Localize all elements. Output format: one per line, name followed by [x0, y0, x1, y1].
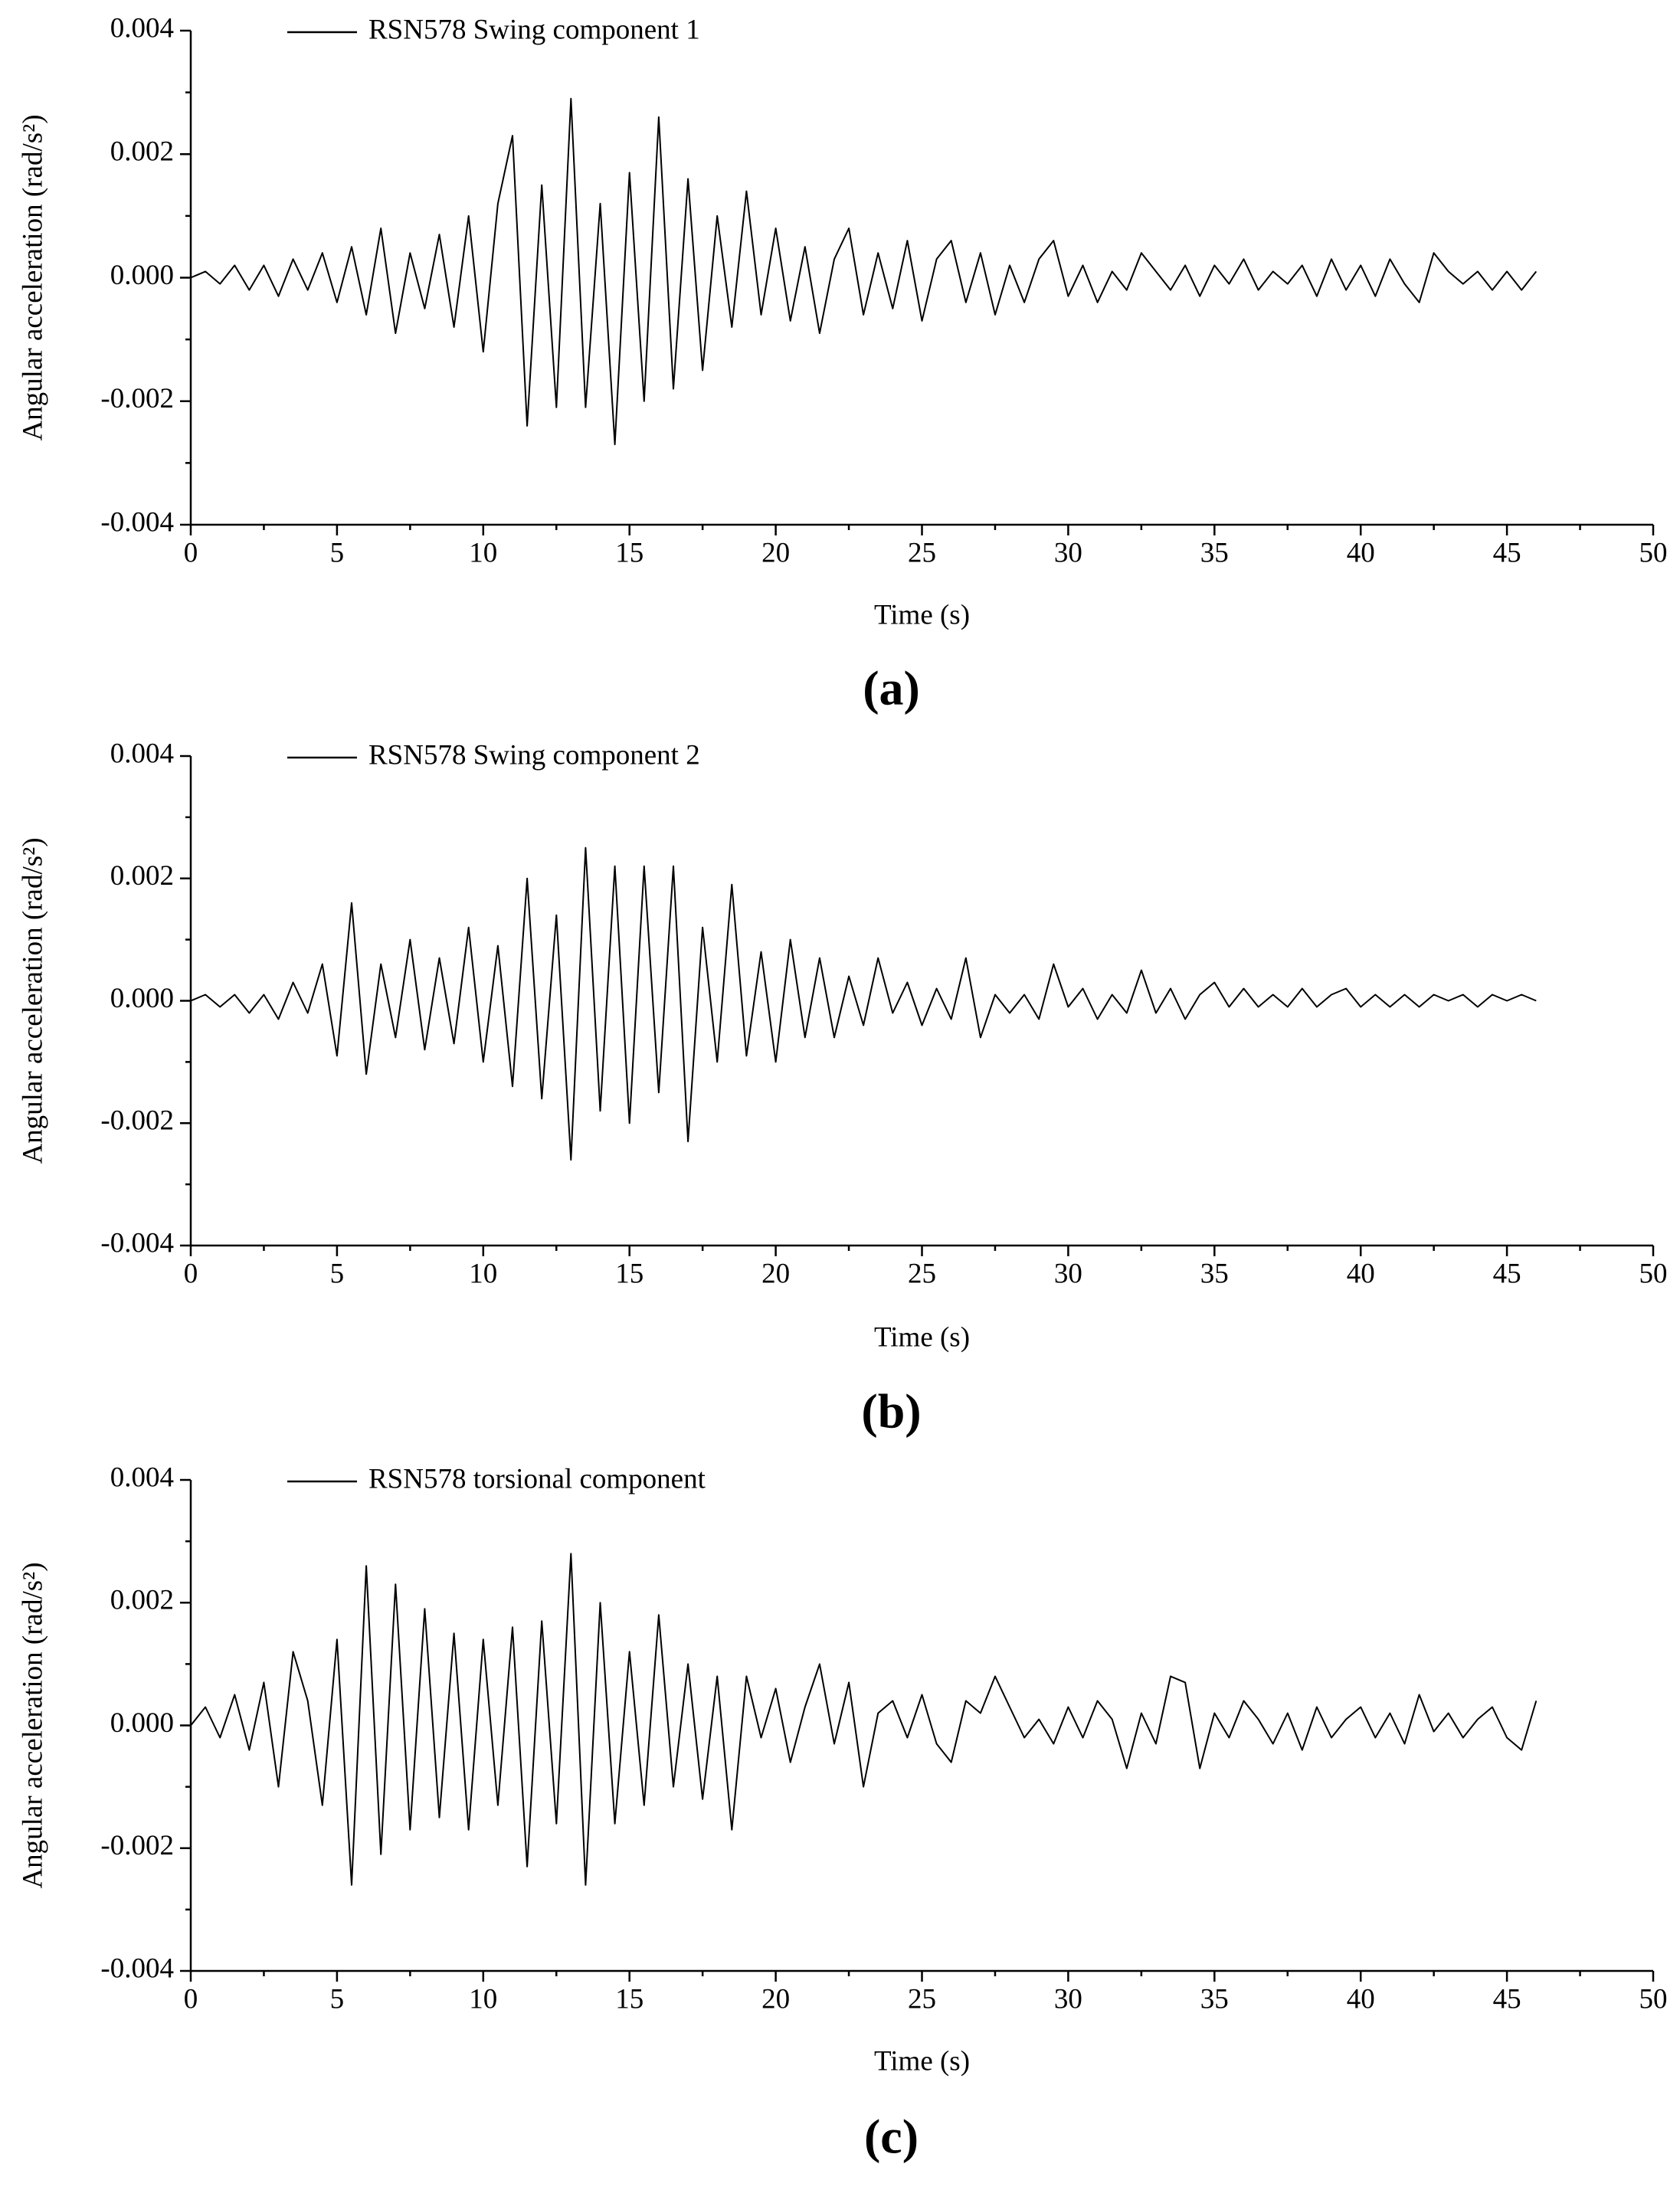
x-tick-label: 25	[908, 1983, 936, 2015]
x-tick-label: 40	[1347, 537, 1375, 568]
x-tick-label: 0	[184, 1258, 198, 1289]
x-tick-label: 0	[184, 1983, 198, 2015]
x-tick-label: 15	[615, 1258, 644, 1289]
x-tick-label: 5	[330, 1258, 345, 1289]
y-tick-label: -0.002	[100, 383, 174, 414]
x-tick-label: 30	[1054, 537, 1082, 568]
legend-label: RSN578 Swing component 2	[368, 739, 700, 771]
x-axis-label: Time (s)	[874, 599, 970, 630]
x-tick-label: 50	[1639, 1983, 1668, 2015]
x-tick-label: 35	[1200, 1983, 1229, 2015]
y-tick-label: -0.002	[100, 1105, 174, 1137]
x-tick-label: 50	[1639, 1258, 1668, 1289]
x-tick-label: 40	[1347, 1983, 1375, 2015]
y-tick-label: 0.004	[110, 738, 174, 769]
x-tick-label: 10	[469, 1258, 497, 1289]
y-tick-label: -0.002	[100, 1830, 174, 1861]
y-tick-label: -0.004	[100, 1953, 174, 1984]
x-tick-label: 30	[1054, 1258, 1082, 1289]
x-tick-label: 45	[1493, 537, 1521, 568]
y-tick-label: 0.000	[110, 983, 174, 1014]
x-tick-label: 20	[761, 1258, 790, 1289]
x-tick-label: 20	[761, 1983, 790, 2015]
chart-panel: -0.004 -0.002 0.000 0.002 0.004 0 5 10 15 20 25 30 3…	[17, 738, 1667, 1438]
x-tick-label: 45	[1493, 1258, 1521, 1289]
legend-label: RSN578 torsional component	[368, 1463, 706, 1494]
series-line	[190, 97, 1538, 446]
y-axis-label: Angular acceleration (rad/s²)	[17, 837, 48, 1164]
x-tick-label: 15	[615, 537, 644, 568]
panel-label: (b)	[861, 1384, 921, 1439]
x-tick-label: 40	[1347, 1258, 1375, 1289]
y-tick-label: -0.004	[100, 1227, 174, 1259]
y-tick-label: 0.004	[110, 12, 174, 44]
legend-label: RSN578 Swing component 1	[368, 14, 700, 45]
x-tick-label: 0	[184, 537, 198, 568]
x-tick-label: 35	[1200, 537, 1229, 568]
panel-label: (c)	[864, 2110, 919, 2164]
series-line	[190, 846, 1537, 1161]
y-axis-label: Angular acceleration (rad/s²)	[17, 114, 48, 440]
x-tick-label: 20	[761, 537, 790, 568]
chart-panel: -0.004 -0.002 0.000 0.002 0.004 0 5 10 15 20 25 30 3…	[17, 12, 1667, 715]
x-axis-label: Time (s)	[874, 1321, 970, 1353]
x-tick-label: 50	[1639, 537, 1668, 568]
panel-label: (a)	[863, 661, 920, 715]
y-tick-label: 0.002	[110, 1585, 174, 1616]
x-tick-label: 45	[1493, 1983, 1521, 2015]
y-tick-label: -0.004	[100, 506, 174, 538]
x-tick-label: 10	[469, 537, 497, 568]
x-axis-label: Time (s)	[874, 2045, 970, 2077]
x-tick-label: 5	[330, 1983, 345, 2015]
y-tick-label: 0.004	[110, 1462, 174, 1493]
y-tick-label: 0.002	[110, 136, 174, 168]
chart-panel: -0.004 -0.002 0.000 0.002 0.004 0 5 10 15 20 25 30 3…	[17, 1462, 1667, 2163]
y-tick-label: 0.002	[110, 860, 174, 892]
x-tick-label: 25	[908, 537, 936, 568]
series-line	[190, 1553, 1538, 1886]
x-tick-label: 35	[1200, 1258, 1229, 1289]
x-tick-label: 10	[469, 1983, 497, 2015]
x-tick-label: 25	[908, 1258, 936, 1289]
y-tick-label: 0.000	[110, 260, 174, 291]
x-tick-label: 5	[330, 537, 345, 568]
y-axis-label: Angular acceleration (rad/s²)	[17, 1562, 48, 1888]
y-tick-label: 0.000	[110, 1707, 174, 1739]
x-tick-label: 30	[1054, 1983, 1082, 2015]
x-tick-label: 15	[615, 1983, 644, 2015]
